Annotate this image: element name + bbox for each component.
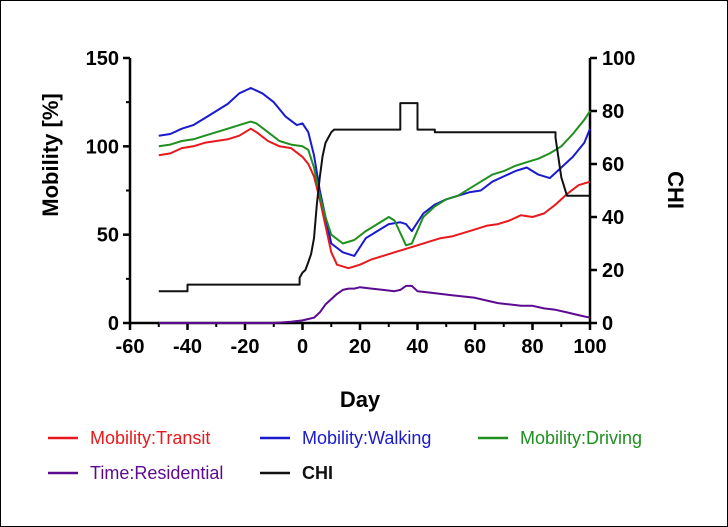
y-right-tick-label: 20 bbox=[602, 260, 624, 282]
legend: Mobility:Transit Mobility:Walking Mobility… bbox=[48, 428, 642, 483]
x-tick-label: -60 bbox=[116, 336, 145, 358]
series-line-mobility-walking bbox=[158, 87, 591, 257]
axes: -60 -40 -20 0 20 40 60 80 1000501001500204060801… bbox=[86, 48, 636, 358]
series-line-chi bbox=[158, 102, 590, 293]
legend-label-mobility-transit: Mobility:Transit bbox=[90, 428, 210, 448]
x-axis-label: Day bbox=[340, 387, 381, 412]
legend-label-chi: CHI bbox=[302, 463, 333, 483]
x-tick-label: 80 bbox=[521, 336, 543, 358]
y-right-tick-label: 40 bbox=[602, 207, 624, 229]
x-tick-label: 40 bbox=[406, 336, 428, 358]
y-axis-right-label: CHI bbox=[663, 171, 688, 209]
x-tick-label: -40 bbox=[173, 336, 202, 358]
x-tick-label: -20 bbox=[231, 336, 260, 358]
y-right-tick-label: 80 bbox=[602, 101, 624, 123]
y-right-tick-label: 60 bbox=[602, 154, 624, 176]
y-left-tick-label: 100 bbox=[86, 136, 119, 158]
x-tick-label: 100 bbox=[573, 336, 606, 358]
legend-label-time-residential: Time:Residential bbox=[90, 463, 223, 483]
x-tick-label: 20 bbox=[349, 336, 371, 358]
x-tick-label: 60 bbox=[464, 336, 486, 358]
legend-label-mobility-walking: Mobility:Walking bbox=[302, 428, 431, 448]
series-line-mobility-driving bbox=[158, 110, 591, 247]
y-left-tick-label: 0 bbox=[108, 313, 119, 335]
y-right-tick-label: 0 bbox=[602, 313, 613, 335]
y-axis-left-label: Mobility [%] bbox=[38, 93, 63, 216]
series-line-time-residential bbox=[158, 284, 591, 324]
legend-label-mobility-driving: Mobility:Driving bbox=[520, 428, 642, 448]
x-tick-label: 0 bbox=[297, 336, 308, 358]
series-line-mobility-transit bbox=[158, 127, 591, 270]
y-left-tick-label: 150 bbox=[86, 48, 119, 70]
series-layer bbox=[158, 87, 591, 324]
y-right-tick-label: 100 bbox=[602, 48, 635, 70]
y-left-tick-label: 50 bbox=[97, 225, 119, 247]
